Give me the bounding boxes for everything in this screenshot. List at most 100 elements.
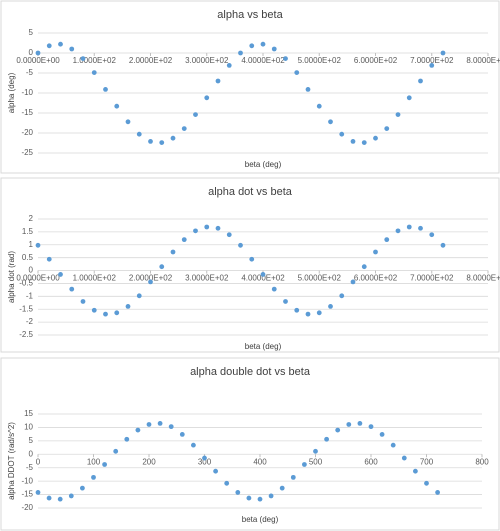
y-tick-label: 5 (29, 436, 34, 445)
data-point (226, 232, 232, 238)
x-tick-label: 5.0000E+02 (298, 56, 342, 65)
y-tick-label: -5 (26, 463, 34, 472)
data-point (271, 46, 277, 52)
data-point (181, 126, 187, 131)
y-tick-label: 0 (29, 449, 34, 458)
data-point (373, 249, 378, 255)
data-point (346, 422, 352, 427)
data-point (246, 495, 252, 501)
x-tick-label: 7.0000E+02 (410, 56, 454, 65)
x-tick-label: 8.0000E+02 (466, 274, 500, 283)
data-point (339, 293, 345, 299)
data-point (146, 422, 152, 427)
y-tick-label: -25 (21, 148, 33, 157)
data-point (302, 462, 307, 467)
y-tick-label: 1.5 (22, 227, 34, 236)
data-point (339, 131, 345, 137)
data-point (204, 95, 210, 101)
x-tick-label: 6.0000E+02 (354, 56, 398, 65)
y-tick-label: -5 (26, 68, 34, 77)
x-tick-label: 0.0000E+00 (16, 274, 60, 283)
data-point (125, 119, 131, 125)
data-point (316, 310, 322, 316)
data-point (335, 427, 341, 433)
data-point (213, 468, 219, 474)
x-tick-label: 1.0000E+02 (73, 274, 117, 283)
data-point (271, 286, 277, 292)
data-point (294, 307, 300, 313)
x-tick-label: 500 (309, 457, 323, 466)
data-point (224, 480, 230, 486)
data-point (361, 140, 367, 146)
data-point (46, 43, 52, 49)
y-tick-label: -10 (21, 476, 33, 485)
data-point (328, 303, 333, 309)
x-tick-label: 1.0000E+02 (73, 56, 117, 65)
data-point (148, 139, 153, 144)
data-point (80, 485, 85, 491)
data-point (135, 427, 141, 433)
data-point (249, 43, 255, 49)
data-point (215, 225, 221, 231)
x-tick-label: 300 (198, 457, 212, 466)
data-point (69, 46, 75, 52)
x-tick-label: 2.0000E+02 (129, 56, 173, 65)
data-point (350, 139, 356, 144)
data-point (238, 50, 243, 56)
data-point (136, 293, 142, 299)
x-tick-label: 4.0000E+02 (241, 274, 285, 283)
x-tick-label: 0 (36, 457, 41, 466)
data-point (268, 493, 274, 499)
x-tick-label: 100 (87, 457, 101, 466)
data-point (170, 249, 176, 255)
data-point (406, 95, 412, 101)
data-point (350, 279, 356, 285)
panel-border (0, 357, 500, 531)
x-tick-label: 4.0000E+02 (241, 56, 285, 65)
x-tick-label: 3.0000E+02 (185, 274, 229, 283)
data-point (46, 256, 52, 262)
data-point (316, 103, 322, 109)
y-tick-label: 5 (29, 28, 34, 37)
data-point (395, 112, 401, 117)
data-point (257, 496, 263, 502)
data-point (357, 421, 363, 426)
data-point (283, 299, 288, 304)
data-point (440, 242, 446, 248)
panel-border (0, 177, 500, 353)
data-point (58, 272, 63, 277)
data-point (413, 468, 418, 474)
data-point (373, 135, 378, 141)
data-point (202, 455, 207, 461)
y-tick-label: -15 (21, 490, 33, 499)
x-tick-label: 8.0000E+02 (466, 56, 500, 65)
data-point (193, 228, 198, 234)
data-point (114, 310, 120, 316)
data-point (424, 480, 429, 486)
y-tick-label: -1 (26, 291, 34, 300)
data-point (238, 242, 243, 248)
data-point (305, 87, 311, 92)
data-point (429, 232, 435, 238)
data-point (305, 311, 311, 317)
x-axis-label: beta (deg) (242, 515, 279, 524)
data-point (193, 112, 198, 117)
data-point (125, 303, 131, 309)
data-point (260, 41, 266, 47)
data-point (401, 455, 407, 461)
data-point (235, 490, 241, 495)
data-point (102, 462, 107, 467)
data-point (159, 264, 165, 270)
data-point (406, 224, 412, 230)
data-point (395, 228, 401, 234)
data-point (168, 424, 174, 430)
x-tick-label: 5.0000E+02 (298, 274, 342, 283)
x-tick-label: 700 (420, 457, 434, 466)
y-tick-label: -20 (21, 128, 33, 137)
y-tick-label: -2 (26, 317, 34, 326)
y-tick-label: 15 (24, 409, 33, 418)
data-point (283, 56, 288, 61)
y-tick-label: -0.5 (19, 279, 33, 288)
